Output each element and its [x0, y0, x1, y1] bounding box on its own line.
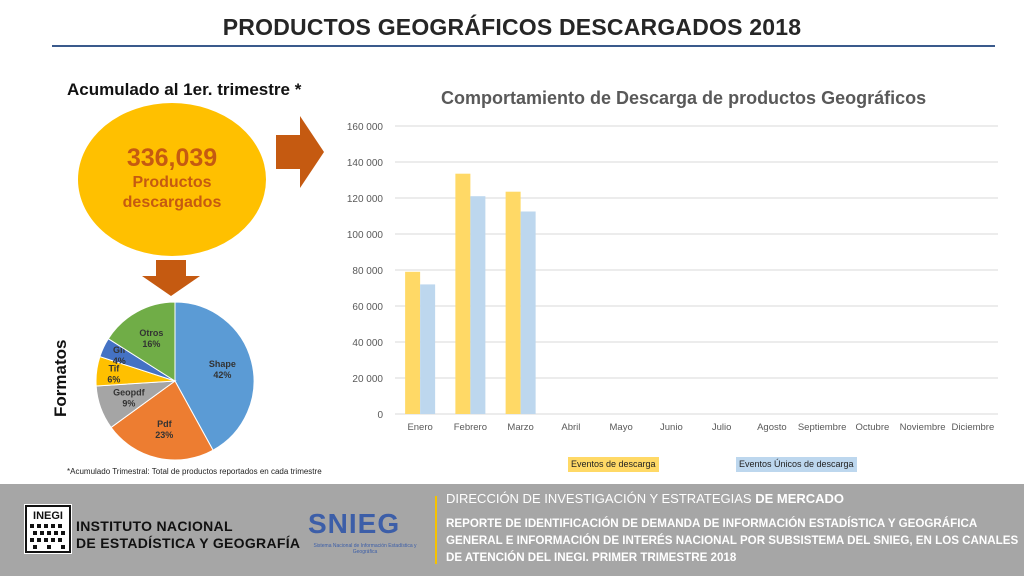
- total-label-line1: Productos: [132, 174, 212, 191]
- footer-heading-part1: DIRECCIÓN DE INVESTIGACIÓN Y ESTRATEGIAS: [446, 491, 752, 506]
- y-tick-label: 100 000: [347, 230, 384, 241]
- pie-slice-shape: [174, 301, 255, 451]
- snieg-caption: Sistema Nacional de Información Estadíst…: [313, 543, 417, 555]
- y-tick-label: 120 000: [347, 194, 384, 205]
- x-tick-label: Octubre: [855, 422, 889, 433]
- x-tick-label: Enero: [407, 422, 432, 433]
- pie-label-gif: Gif: [113, 345, 127, 355]
- pie-label-otros: Otros: [139, 328, 163, 338]
- pie-pct-geopdf: 9%: [122, 399, 135, 409]
- x-tick-label: Abril: [561, 422, 580, 433]
- bar-unicos-marzo: [520, 211, 536, 414]
- title-underline: [52, 45, 995, 47]
- pie-pct-gif: 4%: [113, 356, 126, 366]
- pie-label-pdf: Pdf: [157, 419, 173, 429]
- formats-label: Formatos: [51, 339, 70, 417]
- accumulated-label: Acumulado al 1er. trimestre *: [67, 80, 302, 99]
- y-tick-label: 80 000: [352, 266, 383, 277]
- total-circle: 336,039 Productos descargados: [78, 103, 266, 256]
- inegi-emblem-icon: INEGI: [24, 504, 72, 554]
- x-tick-label: Febrero: [454, 422, 487, 433]
- pie-label-tif: Tif: [108, 363, 120, 373]
- right-arrow-icon: [276, 116, 324, 188]
- page-title: PRODUCTOS GEOGRÁFICOS DESCARGADOS 2018: [222, 14, 802, 40]
- footnote: *Acumulado Trimestral: Total de producto…: [67, 467, 322, 476]
- down-arrow-icon: [142, 260, 200, 296]
- pie-pct-otros: 16%: [142, 339, 160, 349]
- y-tick-label: 40 000: [352, 338, 383, 349]
- inegi-mark: INEGI: [33, 510, 63, 522]
- org-name: INSTITUTO NACIONAL DE ESTADÍSTICA Y GEOG…: [76, 518, 300, 552]
- x-tick-label: Noviembre: [900, 422, 946, 433]
- bar-unicos-febrero: [470, 196, 486, 414]
- bar-eventos-marzo: [505, 191, 521, 414]
- inegi-logo: INEGI: [24, 504, 72, 554]
- y-tick-label: 160 000: [347, 122, 384, 133]
- pie-label-geopdf: Geopdf: [113, 388, 145, 398]
- footer-heading-part2: DE MERCADO: [755, 491, 845, 506]
- snieg-logo: SNIEG Sistema Nacional de Información Es…: [308, 508, 428, 558]
- pie-slice-otros: [107, 301, 176, 382]
- org-name-line2: DE ESTADÍSTICA Y GEOGRAFÍA: [76, 535, 301, 551]
- x-tick-label: Junio: [660, 422, 683, 433]
- bar-eventos-enero: [405, 271, 421, 414]
- snieg-name: SNIEG: [308, 508, 401, 539]
- footer-heading: DIRECCIÓN DE INVESTIGACIÓN Y ESTRATEGIAS…: [446, 491, 844, 506]
- legend-eventos-descarga: Eventos de descarga: [568, 457, 659, 472]
- pie-pct-pdf: 23%: [155, 430, 173, 440]
- y-tick-label: 60 000: [352, 302, 383, 313]
- chart-title: Comportamiento de Descarga de productos …: [441, 88, 927, 108]
- bar-eventos-febrero: [455, 173, 471, 414]
- x-tick-label: Septiembre: [798, 422, 847, 433]
- y-tick-label: 0: [377, 410, 383, 421]
- total-label-line2: descargados: [122, 194, 222, 211]
- pie-pct-tif: 6%: [107, 374, 120, 384]
- pie-pct-shape: 42%: [213, 370, 231, 380]
- x-tick-label: Mayo: [610, 422, 633, 433]
- x-tick-label: Agosto: [757, 422, 787, 433]
- x-tick-label: Julio: [712, 422, 732, 433]
- y-tick-label: 140 000: [347, 158, 384, 169]
- x-tick-label: Diciembre: [951, 422, 994, 433]
- pie-label-shape: Shape: [209, 359, 236, 369]
- footer-bar: [0, 484, 1024, 576]
- pie-slice-pdf: [110, 380, 214, 461]
- bar-unicos-enero: [420, 284, 436, 414]
- org-name-line1: INSTITUTO NACIONAL: [76, 518, 233, 534]
- total-value: 336,039: [126, 144, 218, 172]
- x-tick-label: Marzo: [507, 422, 533, 433]
- bar-chart: 0 20 000 40 000 60 000 80 000 100 000 120 000 1…: [347, 122, 998, 433]
- legend-eventos-unicos: Eventos Únicos de descarga: [736, 457, 857, 472]
- footer-report-text: REPORTE DE IDENTIFICACIÓN DE DEMANDA DE …: [446, 517, 1019, 564]
- y-tick-label: 20 000: [352, 374, 383, 385]
- footer-divider: [435, 496, 437, 564]
